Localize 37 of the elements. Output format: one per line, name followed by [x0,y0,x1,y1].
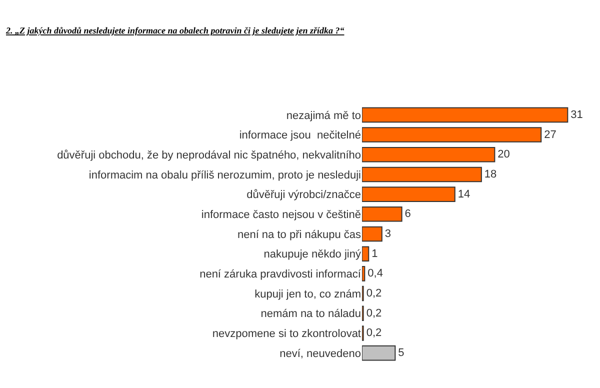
text: 2. „Z jakých důvodů nesledujete informace na obalech potravin či je sledujete jen zřídka ?“ [5,25,345,36]
y-tick-label: důvěřuji výrobci/značce [246,189,361,202]
y-tick-label: neví, neuvedeno [280,348,361,360]
bar [362,107,568,123]
data-label: 0,2 [366,307,382,320]
bar [362,226,382,242]
y-tick-label: nezajimá mě to [286,110,361,122]
y-tick-label: kupuji jen to, co znám [254,288,361,300]
data-label: 20 [498,148,510,161]
y-tick-label: není na to při nákupu čas [237,228,362,241]
y-tick-label: nemám na to náladu [260,308,361,320]
y-tick-label: informacim na obalu příliš nerozumim, proto je nesleduji [88,169,361,182]
bar [362,166,482,182]
bar [362,345,396,361]
y-tick-label: informace jsou nečitelné [239,130,361,142]
data-label: 14 [458,188,470,200]
data-label: 5 [398,347,404,360]
bar [362,266,366,282]
data-label: 3 [384,228,392,240]
y-tick-label: není záruka pravdivosti informací [200,268,362,281]
data-label: 18 [484,168,497,180]
data-label: 6 [404,208,411,220]
data-label: 0,4 [368,268,383,280]
y-tick-label: nevzpomene si to zkontrolovat [212,328,361,340]
y-tick-label: nakupuje někdo jiný [264,248,362,261]
data-label: 31 [570,108,583,121]
bar [362,246,370,262]
data-label: 0,2 [366,288,382,300]
bar [362,206,402,222]
bar [362,127,542,142]
data-label: 0,2 [366,327,382,340]
bar [362,146,496,162]
bar [362,186,456,202]
data-label: 1 [372,248,378,260]
y-tick-label: důvěřuji obchodu, že by neprodával nic špatného, nekvalitního [57,149,361,162]
y-tick-label: informace často nejsou v češtině [201,209,361,221]
data-label: 27 [544,128,556,141]
